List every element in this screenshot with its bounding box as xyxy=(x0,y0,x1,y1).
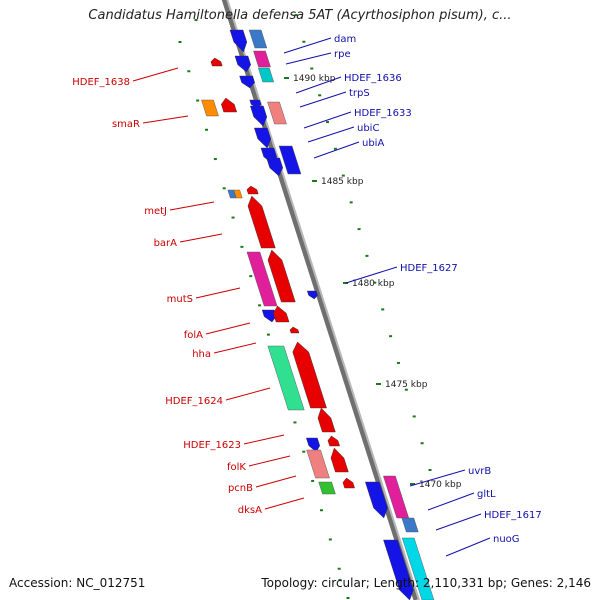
gene-label-right: trpS xyxy=(349,88,370,99)
leader-line xyxy=(255,475,297,488)
leader-line xyxy=(195,287,241,299)
genome-stats-text: Topology: circular; Length: 2,110,331 bp… xyxy=(261,576,591,590)
gene-arrow xyxy=(317,407,336,433)
gene-label-right: ubiA xyxy=(362,138,384,149)
leader-line xyxy=(264,497,305,510)
gene-label-right: uvrB xyxy=(468,466,491,477)
gene-arrow xyxy=(246,185,259,195)
gene-label-right: nuoG xyxy=(493,534,520,545)
gene-features xyxy=(201,29,435,600)
leader-line xyxy=(299,91,347,108)
scale-label: 1470 kbp xyxy=(419,480,462,490)
gene-arrow xyxy=(234,55,251,73)
gene-label-left: hha xyxy=(192,349,211,360)
gene-HDEF_1633 xyxy=(250,105,268,127)
gene-HDEF_1624-2 xyxy=(292,341,327,409)
scale-label: 1475 kbp xyxy=(385,380,428,390)
gene-mutS xyxy=(246,251,278,307)
leader-line xyxy=(132,67,179,82)
gene-label-left: HDEF_1638 xyxy=(72,77,130,88)
gene-label-left: pcnB xyxy=(228,483,253,494)
leader-line xyxy=(427,492,475,511)
gene-label-right: HDEF_1617 xyxy=(484,510,542,521)
gene-nuoG-2 xyxy=(401,537,435,600)
gene-label-left: dksA xyxy=(238,505,262,516)
leader-line xyxy=(285,52,332,65)
leader-line xyxy=(295,76,342,94)
gene-mutS-2 xyxy=(267,249,296,303)
gene-label-right: HDEF_1627 xyxy=(400,263,458,274)
gene-HDEF_1623 xyxy=(327,435,340,447)
leader-line xyxy=(205,322,251,335)
gene-rpe xyxy=(248,29,268,49)
leader-line xyxy=(142,115,189,124)
leader-line xyxy=(313,141,360,159)
gene-folA xyxy=(273,305,290,323)
gene-uvrB xyxy=(365,481,388,519)
gene-dam xyxy=(229,29,248,53)
gene-arrow xyxy=(221,97,238,113)
gene-label-left: HDEF_1624 xyxy=(165,396,223,407)
leader-line xyxy=(409,469,466,487)
gene-label-right: dam xyxy=(334,34,356,45)
leader-line xyxy=(248,455,291,467)
gene-hha xyxy=(289,326,300,334)
gene-label-right: rpe xyxy=(334,49,351,60)
leader-line xyxy=(345,266,398,284)
gene-arrow xyxy=(261,309,277,323)
leader-line xyxy=(303,111,352,129)
leader-line xyxy=(435,513,482,531)
gene-nuoG xyxy=(383,539,414,600)
gene-teal xyxy=(258,67,275,83)
gene-label-left: metJ xyxy=(144,206,167,217)
map-title: Candidatus Hamiltonella defensa 5AT (Acy… xyxy=(88,8,512,23)
gene-HDEF_1638 xyxy=(210,57,223,67)
gene-label-right: gltL xyxy=(477,489,496,500)
gene-small xyxy=(233,189,243,199)
gene-pcnB xyxy=(342,477,355,489)
gene-label-right: HDEF_1636 xyxy=(344,73,402,84)
gene-label-right: HDEF_1633 xyxy=(354,108,412,119)
leader-line xyxy=(445,537,491,557)
leader-line xyxy=(307,126,355,143)
gene-label-left: mutS xyxy=(167,294,193,305)
accession-text: Accession: NC_012751 xyxy=(9,576,146,590)
scale-label: 1480 kbp xyxy=(352,279,395,289)
gene-label-left: folA xyxy=(184,330,203,341)
gene-smaR xyxy=(201,99,219,117)
leader-line xyxy=(169,201,215,211)
gene-arrow xyxy=(306,437,321,453)
gene-HDEF_1624 xyxy=(267,345,305,411)
gene-HDEF_1627 xyxy=(307,290,318,300)
gene-folK xyxy=(306,449,330,479)
gene-barA xyxy=(247,195,276,249)
gene-labels: HDEF_1638 smaR metJ barA mutS folA hha HDEF_162… xyxy=(72,34,542,545)
scale-label: 1490 kbp xyxy=(293,74,336,84)
gene-dksA xyxy=(318,481,336,495)
gene-label-left: barA xyxy=(154,238,178,249)
gene-label-right: ubiC xyxy=(357,123,379,134)
gene-arrow xyxy=(330,447,349,473)
gene-label-left: smaR xyxy=(112,119,140,130)
gene-label-left: HDEF_1623 xyxy=(183,440,241,451)
scale-label: 1485 kbp xyxy=(321,177,364,187)
leader-line xyxy=(283,37,332,54)
gene-arrow xyxy=(239,75,255,89)
leader-line xyxy=(179,233,223,243)
gene-box xyxy=(278,145,302,175)
leader-line xyxy=(243,434,285,445)
gene-arrow xyxy=(266,157,284,177)
gene-rpe-2 xyxy=(253,50,271,68)
leader-line xyxy=(213,342,257,354)
leader-line xyxy=(225,387,271,401)
gene-gltL xyxy=(401,517,419,533)
gene-ubiC xyxy=(254,127,272,149)
gene-trpS xyxy=(267,101,287,125)
gene-label-left: folK xyxy=(227,462,246,473)
label-leaders xyxy=(132,37,491,557)
